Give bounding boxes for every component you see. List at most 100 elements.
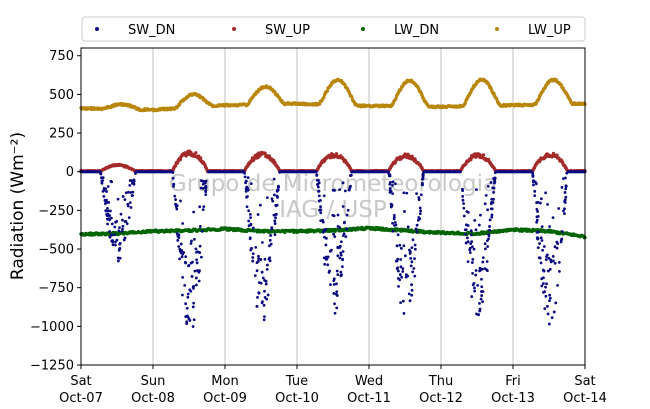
sw-dn-point (418, 206, 422, 210)
sw-dn-point (105, 198, 108, 202)
y-tick-label: 500 (49, 88, 74, 103)
sw-dn-point (333, 302, 336, 306)
sw-dn-point (269, 234, 272, 237)
sw-dn-point (335, 290, 339, 294)
sw-dn-point (416, 218, 420, 222)
x-axis: Sat Oct-07 Sun Oct-08 Mon Oct-09 Tue Oct-10 Wed O… (59, 365, 607, 406)
sw-dn-point (336, 273, 340, 277)
sw-dn-point (468, 248, 472, 252)
sw-dn-point (192, 286, 195, 290)
sw-dn-point (411, 270, 415, 274)
sw-dn-point (192, 237, 196, 241)
sw-dn-point (549, 258, 553, 262)
sw-dn-point (199, 179, 203, 183)
sw-dn-point (341, 205, 345, 208)
sw-dn-point (405, 191, 409, 195)
sw-dn-point (396, 233, 400, 237)
sw-dn-point (473, 289, 477, 293)
sw-dn-point (480, 285, 484, 289)
sw-dn-point (546, 312, 550, 316)
sw-dn-point (324, 243, 328, 247)
sw-dn-point (181, 276, 185, 279)
sw-dn-point (332, 283, 336, 286)
legend-label: SW_UP (265, 23, 310, 38)
sw-dn-point (478, 266, 482, 270)
sw-dn-point (129, 206, 133, 209)
sw-dn-point (485, 260, 489, 263)
sw-dn-point (540, 239, 544, 242)
sw-dn-point (345, 213, 349, 217)
sw-dn-point (552, 259, 555, 263)
sw-dn-point (321, 220, 325, 224)
sw-dn-point (490, 215, 494, 219)
sw-dn-point (181, 293, 184, 297)
sw-dn-point (326, 263, 330, 267)
sw-dn-point (413, 243, 417, 247)
sw-dn-point (265, 196, 269, 200)
sw-dn-point (397, 269, 400, 273)
sw-dn-point (492, 190, 495, 194)
sw-dn-point (548, 296, 552, 300)
sw-dn-point (535, 230, 539, 234)
sw-dn-point (399, 258, 403, 261)
sw-up-point (481, 153, 486, 157)
sw-dn-point (183, 283, 187, 287)
sw-dn-point (547, 256, 551, 260)
sw-dn-point (544, 258, 548, 262)
sw-dn-point (562, 209, 565, 213)
sw-dn-point (412, 267, 416, 270)
sw-dn-point (195, 261, 199, 265)
sw-dn-point (117, 229, 121, 233)
sw-dn-point (202, 205, 206, 209)
sw-dn-point (476, 283, 480, 287)
sw-dn-point (245, 185, 249, 189)
sw-dn-point (257, 291, 261, 295)
sw-dn-point (542, 291, 545, 294)
sw-dn-point (249, 222, 253, 226)
sw-dn-point (535, 207, 539, 211)
sw-dn-point (174, 198, 177, 201)
sw-dn-point (105, 190, 108, 193)
sw-dn-point (481, 260, 485, 264)
x-tick-date: Oct-08 (131, 391, 175, 406)
sw-dn-point (127, 216, 131, 220)
sw-dn-point (399, 301, 402, 304)
sw-dn-point (410, 260, 414, 264)
sw-dn-point (101, 176, 105, 180)
sw-dn-point (330, 248, 333, 252)
sw-dn-point (191, 260, 194, 264)
sw-dn-point (332, 232, 335, 236)
sw-dn-point (255, 305, 259, 308)
sw-dn-point (121, 227, 124, 231)
sw-dn-point (401, 270, 405, 273)
sw-dn-point (406, 225, 410, 229)
sw-dn-point (564, 195, 568, 199)
sw-dn-point (388, 191, 392, 194)
sw-dn-point (387, 171, 391, 175)
sw-dn-point (415, 223, 419, 227)
sw-dn-point (317, 194, 321, 198)
sw-dn-point (556, 284, 559, 287)
sw-dn-point (263, 257, 267, 261)
sw-dn-point (275, 203, 279, 207)
sw-up-point (175, 161, 180, 165)
sw-dn-point (134, 170, 138, 174)
sw-dn-point (184, 302, 188, 306)
sw-dn-point (265, 267, 269, 271)
sw-dn-point (118, 226, 121, 230)
legend-marker-lw-dn (361, 27, 365, 31)
sw-dn-point (319, 219, 323, 223)
sw-dn-point (535, 201, 538, 205)
sw-dn-point (463, 228, 467, 232)
sw-dn-point (469, 229, 473, 233)
sw-dn-point (180, 255, 184, 259)
sw-dn-point (124, 191, 128, 195)
legend-marker-sw-up (232, 27, 236, 31)
sw-dn-point (401, 299, 405, 303)
sw-dn-point (559, 238, 563, 242)
sw-dn-point (123, 220, 127, 223)
sw-dn-point (319, 205, 322, 209)
sw-dn-point (561, 177, 565, 180)
sw-dn-point (545, 282, 548, 286)
